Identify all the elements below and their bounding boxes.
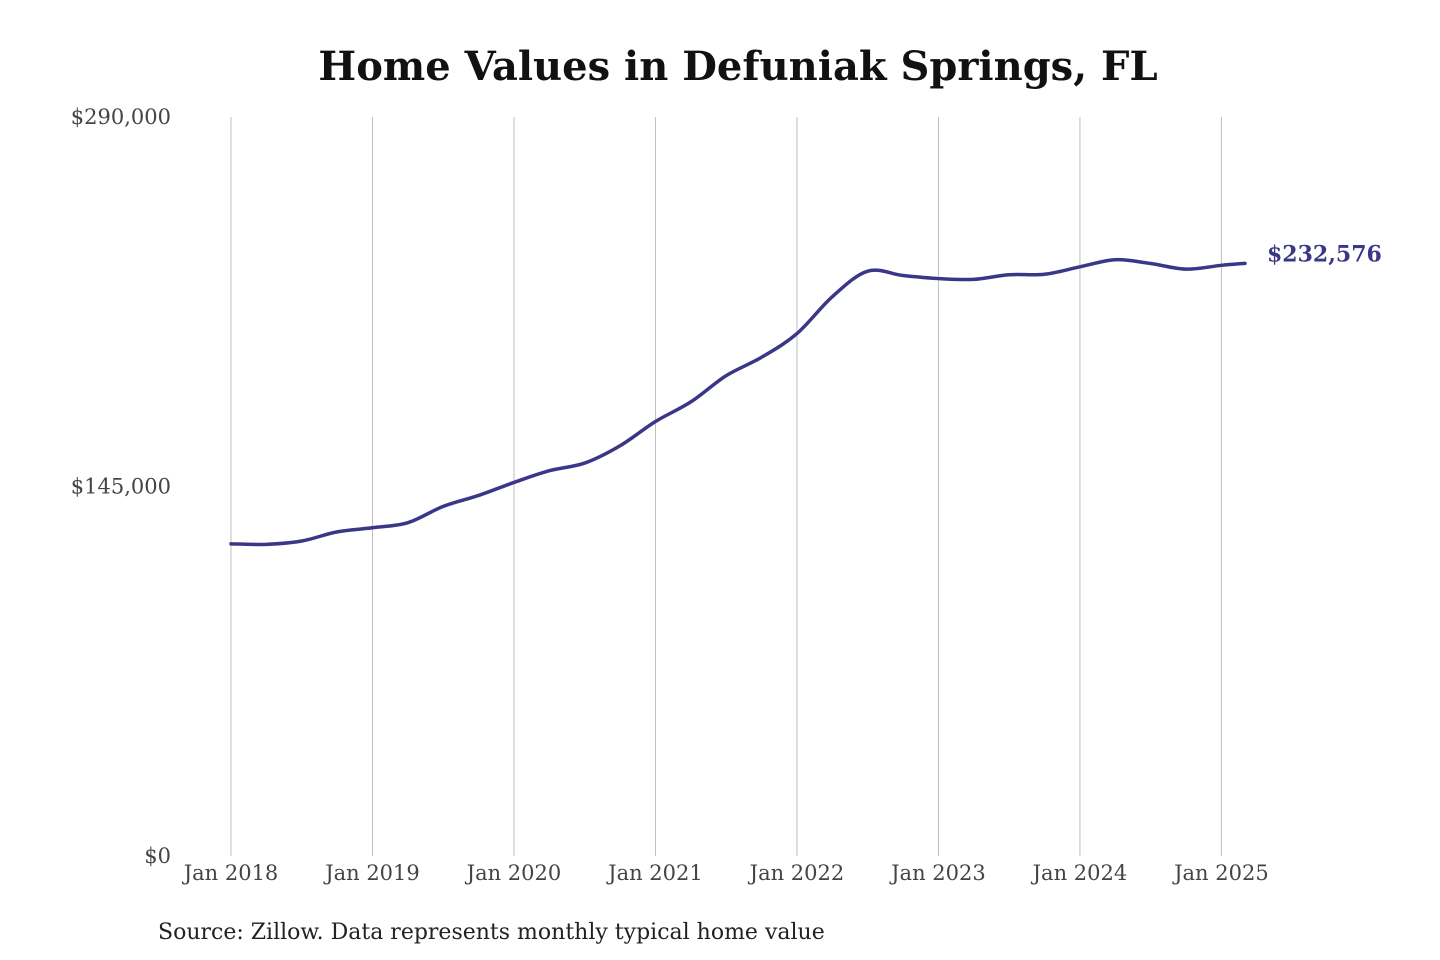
y-tick-label: $290,000 <box>71 105 171 129</box>
gridlines <box>230 117 1222 856</box>
x-tick-label: Jan 2019 <box>323 861 420 885</box>
y-tick-label: $145,000 <box>71 475 171 499</box>
chart-title: Home Values in Defuniak Springs, FL <box>318 43 1157 90</box>
x-tick-label: Jan 2018 <box>182 861 279 885</box>
x-tick-label: Jan 2020 <box>465 861 562 885</box>
x-axis-ticks: Jan 2018 Jan 2019 Jan 2020 Jan 2021 Jan 2022… <box>182 861 1269 885</box>
x-tick-label: Jan 2025 <box>1172 861 1269 885</box>
x-tick-label: Jan 2022 <box>748 861 845 885</box>
x-tick-label: Jan 2021 <box>606 861 703 885</box>
y-tick-label: $0 <box>144 844 171 868</box>
end-labels: $232,576 <box>1267 241 1382 267</box>
source-note: Source: Zillow. Data represents monthly … <box>158 920 825 945</box>
series-lines <box>229 257 1247 547</box>
y-axis-ticks: $0 $145,000 $290,000 <box>71 105 171 868</box>
end-value-label: $232,576 <box>1267 241 1382 267</box>
series-line <box>229 257 1247 547</box>
x-tick-label: Jan 2023 <box>889 861 986 885</box>
x-tick-label: Jan 2024 <box>1031 861 1128 885</box>
